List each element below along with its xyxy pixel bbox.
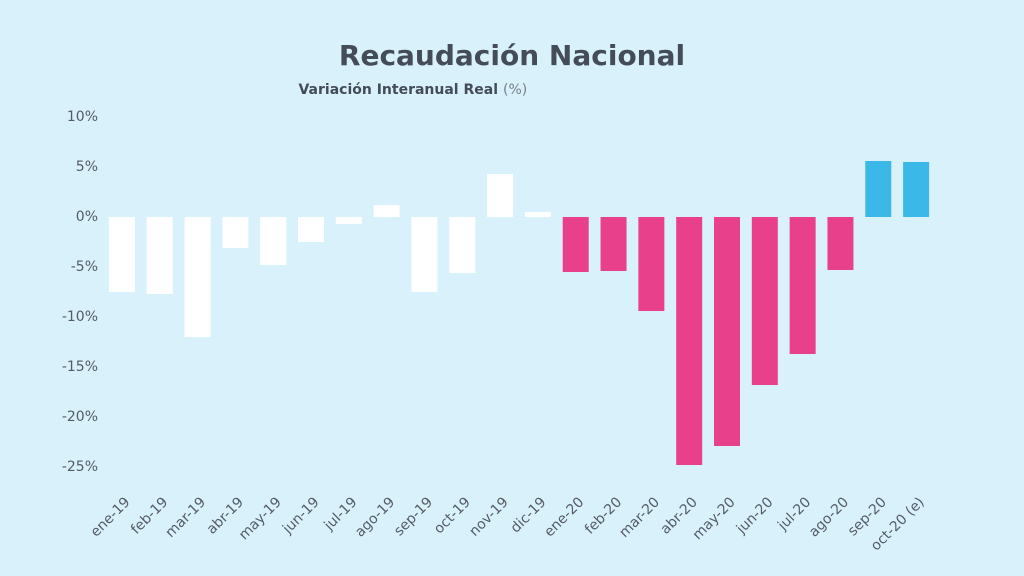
subtitle-unit: (%): [503, 82, 527, 98]
bar: [298, 217, 324, 242]
bar: [411, 217, 438, 292]
bar: [146, 217, 173, 294]
y-tick-label: 10%: [67, 109, 98, 125]
chart-title: Recaudación Nacional: [339, 39, 685, 72]
bar: [524, 212, 551, 217]
y-tick-label: 0%: [76, 209, 98, 225]
y-tick-label: -10%: [62, 309, 98, 325]
bar: [827, 217, 854, 270]
y-tick-label: -20%: [62, 409, 98, 425]
bar: [562, 217, 589, 272]
bar: [676, 217, 703, 465]
bar: [184, 217, 211, 337]
bar: [335, 217, 362, 224]
bar: [108, 217, 135, 292]
bar: [373, 205, 400, 217]
y-tick-label: -15%: [62, 359, 98, 375]
y-tick-label: -25%: [62, 459, 98, 475]
chart-subtitle: Variación Interanual Real: [298, 82, 498, 98]
bar: [600, 217, 627, 271]
bar: [751, 217, 778, 385]
y-tick-label: 5%: [76, 159, 98, 175]
bar: [449, 217, 476, 273]
bar: [222, 217, 249, 248]
y-tick-label: -5%: [71, 259, 98, 275]
bar: [903, 162, 930, 217]
bar: [638, 217, 665, 311]
bar: [260, 217, 287, 265]
bar: [714, 217, 740, 446]
bar: [789, 217, 816, 354]
bar: [487, 174, 514, 217]
bar: [865, 161, 892, 217]
